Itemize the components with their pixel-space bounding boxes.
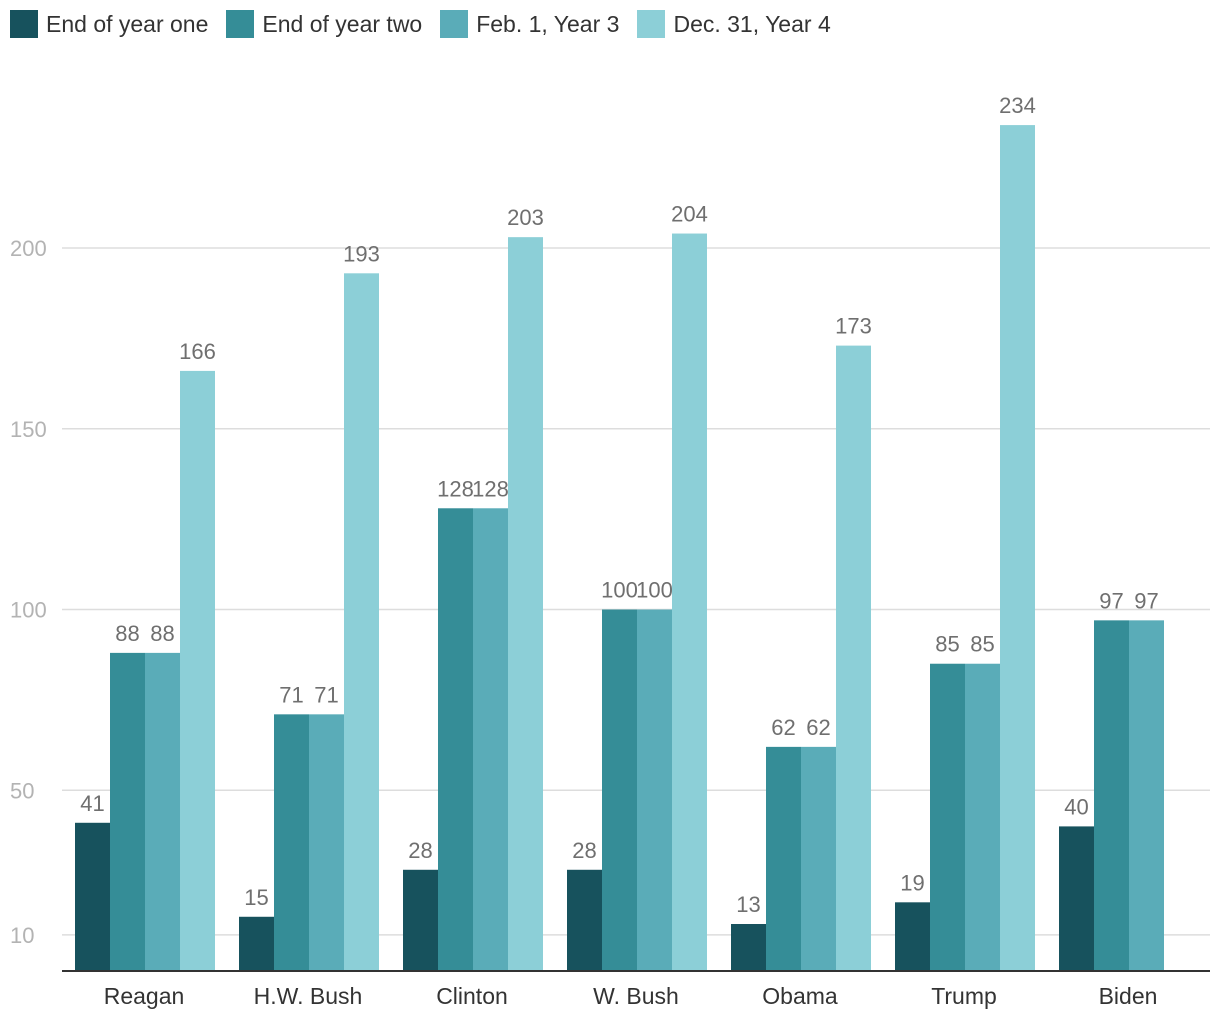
x-tick-label: Obama xyxy=(762,983,838,1009)
bar xyxy=(1000,125,1035,972)
y-tick-label: 200 xyxy=(10,236,47,261)
bar xyxy=(180,370,215,971)
data-label: 19 xyxy=(900,870,924,895)
legend-swatch-year-three xyxy=(440,10,469,38)
x-tick-label: Trump xyxy=(931,983,997,1009)
legend-swatch-year-one xyxy=(10,10,38,38)
data-label: 28 xyxy=(572,838,596,863)
legend-label-year-four: Dec. 31, Year 4 xyxy=(673,10,831,37)
bar xyxy=(438,508,473,971)
bar xyxy=(473,508,508,971)
bar xyxy=(239,916,274,971)
legend-swatch-year-four xyxy=(637,10,666,38)
data-label: 88 xyxy=(115,621,139,646)
x-tick-label: Biden xyxy=(1099,983,1158,1009)
legend-item-year-two: End of year two xyxy=(226,10,422,38)
bar xyxy=(110,652,145,971)
bar xyxy=(801,746,836,971)
data-label: 173 xyxy=(835,314,872,339)
legend-label-year-three: Feb. 1, Year 3 xyxy=(476,10,620,37)
bar xyxy=(1129,620,1164,971)
bar xyxy=(344,273,379,971)
data-label: 193 xyxy=(343,241,380,266)
bar xyxy=(567,869,602,971)
data-label: 62 xyxy=(806,715,830,740)
legend-item-year-three: Feb. 1, Year 3 xyxy=(440,10,619,38)
legend-label-year-one: End of year one xyxy=(46,10,209,37)
data-label: 85 xyxy=(935,632,959,657)
x-tick-label: H.W. Bush xyxy=(254,983,363,1009)
data-label: 100 xyxy=(601,578,638,603)
bar xyxy=(274,714,309,971)
y-tick-label: 150 xyxy=(10,417,47,442)
data-label: 15 xyxy=(244,885,268,910)
legend-swatch-year-two xyxy=(226,10,255,38)
data-label: 71 xyxy=(314,682,338,707)
bar xyxy=(930,663,965,971)
y-tick-label: 50 xyxy=(10,778,34,803)
data-label: 62 xyxy=(771,715,795,740)
data-label: 41 xyxy=(80,791,104,816)
data-label: 128 xyxy=(437,476,474,501)
data-label: 128 xyxy=(472,476,509,501)
data-label: 13 xyxy=(736,892,760,917)
bar xyxy=(602,609,637,971)
data-label: 40 xyxy=(1064,794,1088,819)
y-tick-label: 100 xyxy=(10,598,47,623)
legend-item-year-four: Dec. 31, Year 4 xyxy=(637,10,831,38)
bar xyxy=(1059,826,1094,971)
data-label: 234 xyxy=(999,93,1036,118)
data-label: 166 xyxy=(179,339,216,364)
legend: End of year one End of year two Feb. 1, … xyxy=(10,10,831,38)
bar xyxy=(309,714,344,971)
bar xyxy=(895,902,930,971)
data-label: 97 xyxy=(1099,588,1123,613)
data-label: 203 xyxy=(507,205,544,230)
data-label: 88 xyxy=(150,621,174,646)
bar xyxy=(1094,620,1129,971)
x-tick-label: Clinton xyxy=(436,983,508,1009)
data-label: 97 xyxy=(1134,588,1158,613)
legend-item-year-one: End of year one xyxy=(10,10,208,38)
bar xyxy=(508,237,543,971)
bar xyxy=(672,233,707,972)
data-label: 71 xyxy=(279,682,303,707)
bar xyxy=(731,924,766,971)
bar xyxy=(75,822,110,971)
bar xyxy=(637,609,672,971)
x-tick-label: W. Bush xyxy=(593,983,679,1009)
data-label: 28 xyxy=(408,838,432,863)
data-label: 100 xyxy=(636,578,673,603)
legend-label-year-two: End of year two xyxy=(262,10,423,37)
bar xyxy=(836,345,871,972)
data-label: 85 xyxy=(970,632,994,657)
x-tick-label: Reagan xyxy=(104,983,185,1009)
bar xyxy=(403,869,438,971)
bar xyxy=(145,652,180,971)
bar xyxy=(965,663,1000,971)
y-tick-label: 10 xyxy=(10,923,34,948)
bar xyxy=(766,746,801,971)
data-label: 204 xyxy=(671,202,708,227)
